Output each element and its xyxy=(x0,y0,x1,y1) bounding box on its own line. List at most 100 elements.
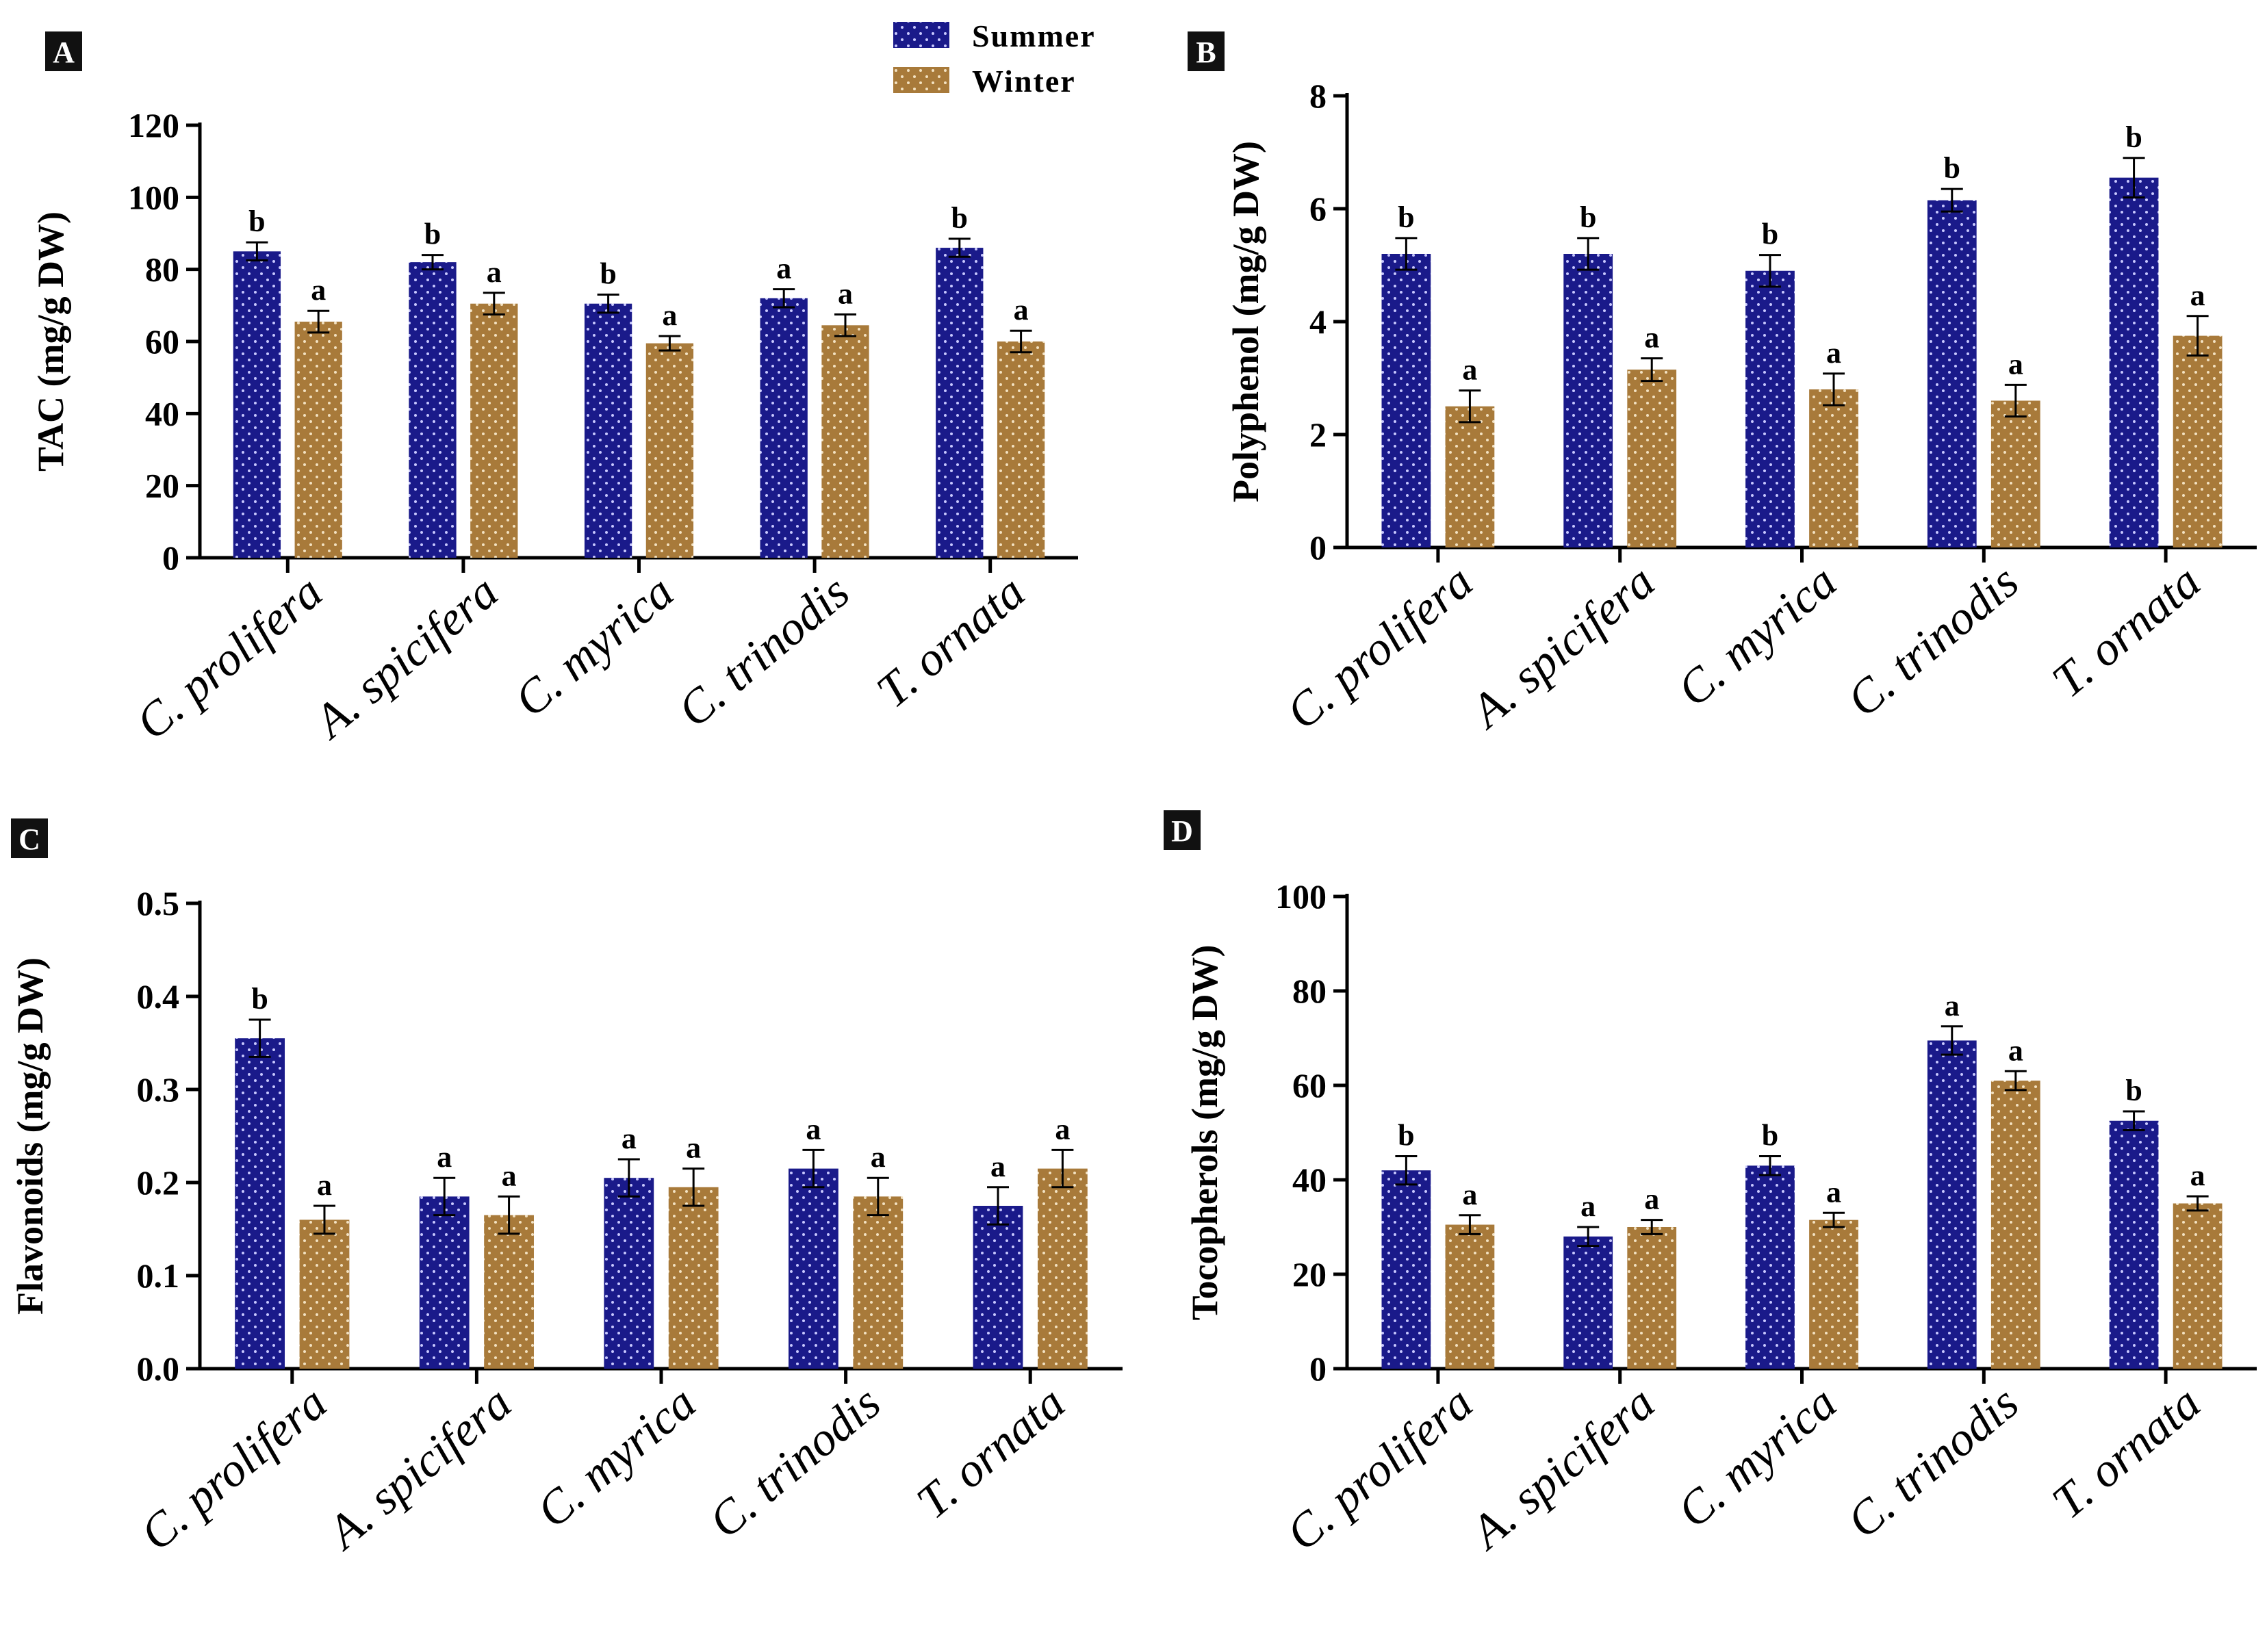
panel-a-category-label: C. trinodis xyxy=(668,565,859,738)
panel-b-y-tick-label: 6 xyxy=(1309,190,1327,228)
panel-c-bar-winter xyxy=(299,1219,350,1369)
panel-b-category-label: C. trinodis xyxy=(1838,555,2029,727)
panel-d-significance-label: a xyxy=(2008,1033,2023,1067)
panel-b-bar-summer xyxy=(1381,254,1431,547)
panel-b-y-tick-label: 4 xyxy=(1309,302,1327,341)
panel-b-significance-label: a xyxy=(2190,279,2205,312)
panel-a-bar-summer xyxy=(936,248,984,558)
panel-d-tocopherols-chart: D 0 20 40 60 80 100 Tocopherols (mg/g DW) b a C. p… xyxy=(1164,810,2257,1561)
panel-a-significance-label: a xyxy=(311,273,326,307)
panel-a-bar-winter xyxy=(294,322,342,558)
panel-d-significance-label: a xyxy=(2190,1159,2205,1192)
panel-a-significance-label: a xyxy=(776,252,791,285)
panel-d-bar-summer xyxy=(1563,1236,1613,1369)
panel-b-significance-label: b xyxy=(1944,151,1960,185)
panel-d-y-tick-label: 40 xyxy=(1292,1161,1327,1199)
panel-d-category-label: C. trinodis xyxy=(1838,1376,2029,1549)
panel-d-letter-box xyxy=(1164,810,1201,850)
panel-d-significance-label: a xyxy=(1580,1189,1596,1223)
panel-a-significance-label: b xyxy=(248,205,265,238)
panel-a-significance-label: a xyxy=(1014,293,1029,326)
panel-b-significance-label: a xyxy=(2008,347,2023,380)
panel-d-category-label: C. prolifera xyxy=(1277,1376,1483,1561)
panel-d-y-axis-title: Tocopherols (mg/g DW) xyxy=(1184,944,1225,1320)
panel-d-significance-label: b xyxy=(1398,1119,1414,1152)
panel-a-bar-summer xyxy=(233,251,281,558)
panel-b-significance-label: a xyxy=(1826,336,1841,370)
legend-summer-label: Summer xyxy=(972,18,1096,53)
panel-b-category-label: A. spicifera xyxy=(1459,555,1665,739)
panel-a-significance-label: b xyxy=(951,201,968,235)
panel-c-y-tick-label: 0.3 xyxy=(137,1070,180,1109)
panel-c-significance-label: b xyxy=(251,982,268,1016)
panel-d-significance-label: a xyxy=(1462,1178,1477,1211)
panel-a-bar-summer xyxy=(760,298,808,558)
panel-d-bar-winter xyxy=(2173,1203,2223,1369)
panel-d-bar-summer xyxy=(1927,1040,1977,1369)
panel-a-bar-winter xyxy=(821,325,869,558)
panel-a-significance-label: a xyxy=(662,298,677,332)
panel-b-y-axis-title: Polyphenol (mg/g DW) xyxy=(1225,141,1266,502)
panel-d-letter: D xyxy=(1171,814,1193,848)
panel-b-significance-label: a xyxy=(1644,321,1659,354)
panel-b-y-tick-label: 0 xyxy=(1309,528,1327,567)
panel-c-significance-label: a xyxy=(622,1122,637,1155)
panel-a-significance-label: a xyxy=(838,277,853,311)
panel-c-y-tick-label: 0.1 xyxy=(137,1256,180,1295)
panel-c-bar-summer xyxy=(419,1196,470,1369)
panel-a-category-label: A. spicifera xyxy=(303,565,508,749)
panel-d-bar-winter xyxy=(1445,1224,1495,1369)
panel-c-y-tick-label: 0.0 xyxy=(137,1350,180,1388)
panel-a-category-label: C. prolifera xyxy=(127,565,333,750)
panel-a-category-label: C. myrica xyxy=(505,565,684,727)
legend-winter-label: Winter xyxy=(972,64,1076,99)
panel-c-letter-box xyxy=(11,818,48,858)
panel-a-y-tick-label: 120 xyxy=(128,106,179,144)
panel-a-category-label: T. ornata xyxy=(867,565,1035,718)
panel-c-significance-label: a xyxy=(871,1140,886,1174)
panel-a-y-axis-title: TAC (mg/g DW) xyxy=(30,211,71,472)
panel-c-category-label: C. myrica xyxy=(527,1376,706,1538)
panel-d-category-label: T. ornata xyxy=(2042,1376,2210,1529)
panel-b-bar-summer xyxy=(1927,200,1977,547)
panel-c-significance-label: a xyxy=(1055,1112,1070,1146)
panel-b-bar-summer xyxy=(2109,177,2159,547)
panel-b-y-tick-label: 2 xyxy=(1309,415,1327,454)
panel-a-bar-summer xyxy=(409,262,457,558)
panel-c-bar-summer xyxy=(604,1178,654,1369)
panel-d-significance-label: a xyxy=(1826,1175,1841,1209)
panel-b-significance-label: b xyxy=(1580,201,1596,234)
panel-d-y-tick-label: 80 xyxy=(1292,972,1327,1010)
panel-d-y-tick-label: 20 xyxy=(1292,1255,1327,1293)
panel-b-bar-winter xyxy=(1990,400,2040,547)
panel-a-y-tick-label: 100 xyxy=(128,178,179,216)
panel-b-bar-winter xyxy=(1445,406,1495,547)
panel-b-bar-winter xyxy=(1809,389,1858,547)
panel-a-bar-winter xyxy=(645,343,694,558)
panel-c-y-tick-label: 0.4 xyxy=(137,977,180,1016)
panel-c-bar-winter xyxy=(668,1187,719,1369)
panel-c-significance-label: a xyxy=(317,1168,332,1202)
panel-d-bar-winter xyxy=(1990,1081,2040,1369)
panel-d-y-tick-label: 100 xyxy=(1275,877,1327,916)
panel-a-y-tick-label: 20 xyxy=(145,467,179,505)
panel-c-bar-winter xyxy=(484,1215,534,1369)
panel-b-significance-label: b xyxy=(1762,218,1778,251)
panel-a-bar-winter xyxy=(470,303,518,558)
panel-b-category-label: C. prolifera xyxy=(1277,555,1483,740)
panel-b-bar-winter xyxy=(1627,370,1677,547)
panel-c-bar-summer xyxy=(235,1038,285,1369)
panel-a-bar-winter xyxy=(997,341,1045,558)
panel-c-bar-winter xyxy=(853,1196,904,1369)
panel-d-y-tick-label: 0 xyxy=(1309,1350,1327,1388)
panel-c-category-label: C. prolifera xyxy=(131,1376,337,1561)
panel-d-category-label: A. spicifera xyxy=(1459,1376,1665,1560)
panel-a-letter-box xyxy=(45,31,82,71)
panel-c-bar-summer xyxy=(973,1206,1023,1369)
panel-b-letter: B xyxy=(1196,36,1216,69)
panel-c-bar-summer xyxy=(789,1168,838,1369)
panel-d-y-tick-label: 60 xyxy=(1292,1066,1327,1105)
panel-a-y-tick-label: 40 xyxy=(145,394,179,433)
panel-c-bar-winter xyxy=(1037,1168,1088,1369)
panel-d-significance-label: a xyxy=(1644,1183,1659,1216)
